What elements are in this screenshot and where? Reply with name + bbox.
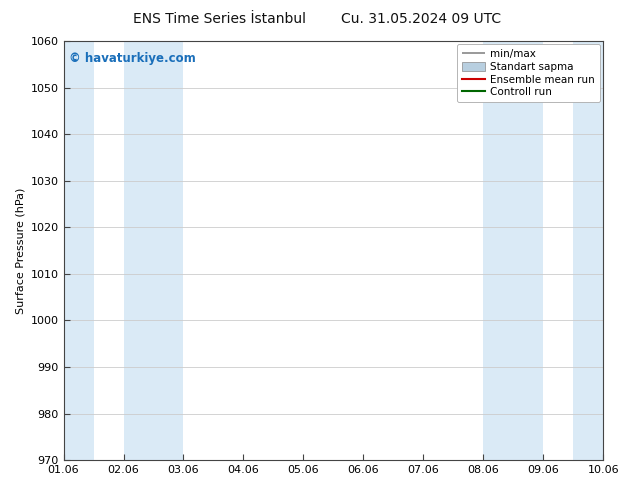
- Legend: min/max, Standart sapma, Ensemble mean run, Controll run: min/max, Standart sapma, Ensemble mean r…: [456, 44, 600, 102]
- Bar: [573, 41, 603, 460]
- Bar: [483, 41, 543, 460]
- Y-axis label: Surface Pressure (hPa): Surface Pressure (hPa): [15, 187, 25, 314]
- Text: © havaturkiye.com: © havaturkiye.com: [69, 51, 196, 65]
- Bar: [63, 41, 94, 460]
- Bar: [124, 41, 183, 460]
- Text: ENS Time Series İstanbul        Cu. 31.05.2024 09 UTC: ENS Time Series İstanbul Cu. 31.05.2024 …: [133, 12, 501, 26]
